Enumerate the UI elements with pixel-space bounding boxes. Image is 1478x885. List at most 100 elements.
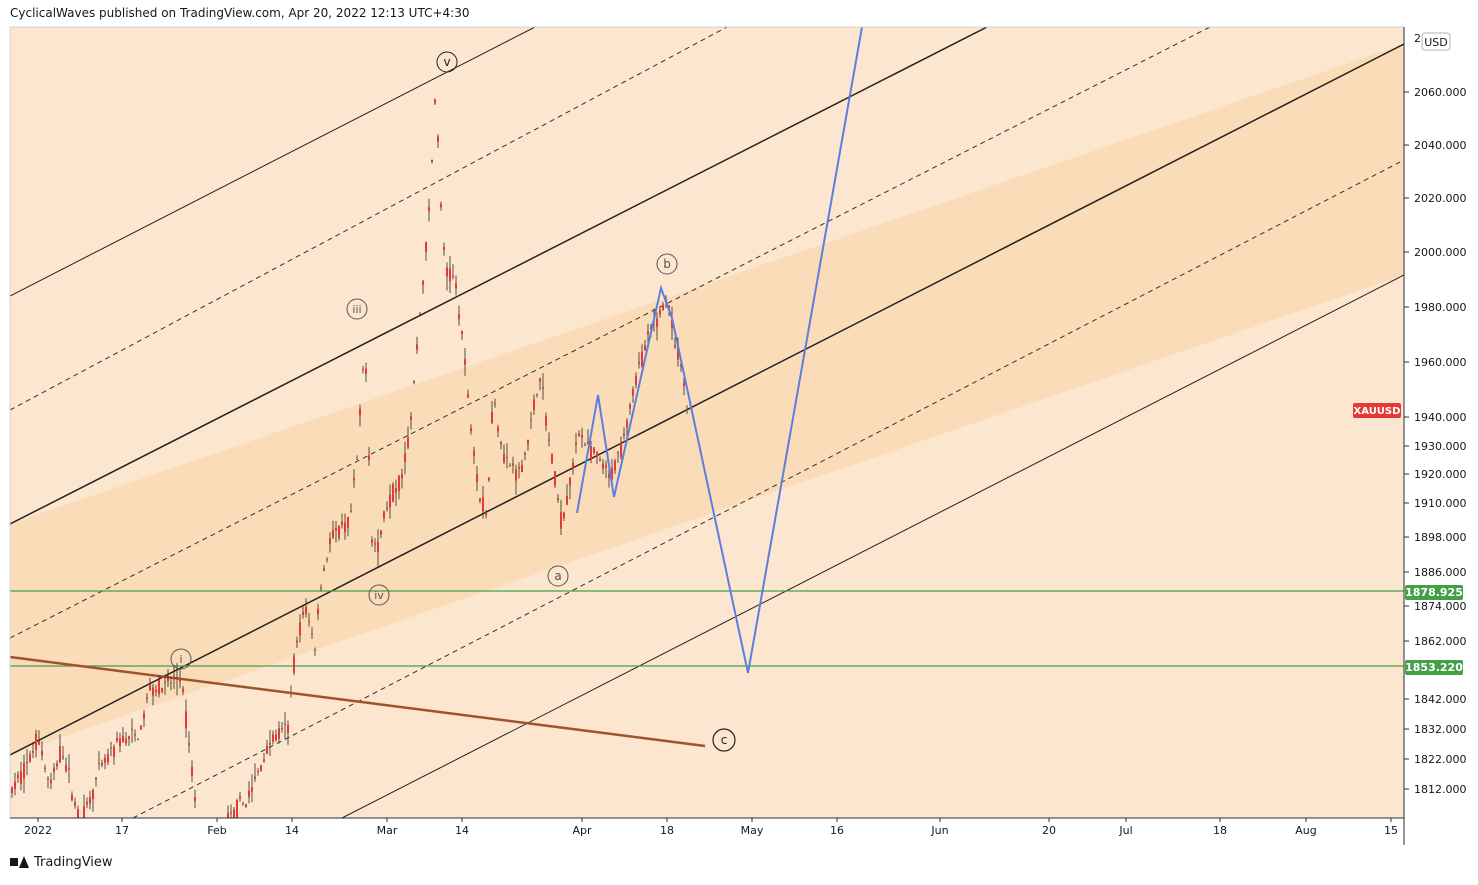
currency-badge[interactable]: USD [1421, 32, 1451, 51]
candle [584, 442, 586, 447]
y-tick-label: 1874.000 [1414, 600, 1467, 613]
candle [179, 669, 181, 689]
candle [248, 781, 250, 804]
candle [368, 446, 370, 466]
tradingview-logo-icon [10, 856, 30, 868]
candle [311, 627, 313, 639]
candle [674, 337, 676, 350]
candle [365, 362, 367, 382]
candle [140, 724, 142, 731]
projection-small-zigzag [576, 284, 673, 514]
x-axis[interactable]: 2022 17 Feb 14 Mar 14 Apr 18 May 16 Jun 20 Jul 18 Aug 1… [10, 817, 1404, 837]
candle [488, 477, 490, 482]
candle [53, 763, 55, 781]
x-tick-label: 17 [115, 824, 129, 837]
x-tick-label: 18 [660, 824, 674, 837]
candle [242, 801, 244, 806]
candle [479, 497, 481, 504]
channel-middle-line [10, 43, 1404, 756]
candle [131, 718, 133, 743]
candle [410, 412, 412, 430]
x-tick-label: Mar [377, 824, 398, 837]
candle [563, 511, 565, 521]
candle [47, 776, 49, 789]
candle [401, 468, 403, 489]
candle [455, 275, 457, 296]
price-label-XAUUSD: XAUUSD [1353, 403, 1401, 418]
candle [116, 731, 118, 744]
trend-line [10, 655, 706, 748]
candle [446, 262, 448, 291]
wave-label-v-text: v [443, 55, 450, 69]
candle [230, 804, 232, 818]
candle [392, 481, 394, 503]
candle [395, 479, 397, 507]
candle [26, 749, 28, 776]
candle [566, 484, 568, 506]
x-tick-label: Jun [930, 824, 948, 837]
candle [341, 513, 343, 529]
wave-label-b: b [656, 253, 678, 275]
candle [647, 323, 649, 344]
channel-dashed-line-3 [132, 159, 1404, 818]
candle [440, 201, 442, 211]
candle [569, 477, 571, 500]
candle [83, 794, 85, 818]
y-tick-label: 2000.000 [1414, 246, 1467, 259]
candle [98, 751, 100, 771]
candle [245, 803, 247, 809]
candle [167, 669, 169, 687]
candle [107, 748, 109, 766]
y-tick-label: 2060.000 [1414, 86, 1467, 99]
y-tick-label: 1920.000 [1414, 468, 1467, 481]
wave-label-b-text: b [663, 257, 671, 271]
candle [38, 730, 40, 746]
candle [356, 455, 358, 460]
candle [686, 405, 688, 415]
candle [272, 730, 274, 745]
candle [371, 536, 373, 547]
candle [14, 772, 16, 796]
projection-path [671, 27, 863, 674]
candle [119, 732, 121, 753]
candle [542, 373, 544, 400]
candle [128, 735, 130, 746]
y-tick-label: 1832.000 [1414, 723, 1467, 736]
candle [473, 446, 475, 464]
candle [29, 750, 31, 763]
wave-label-c: c [712, 728, 736, 752]
candle [359, 404, 361, 427]
candle [458, 305, 460, 326]
candle [638, 352, 640, 369]
candle [317, 603, 319, 621]
candle [524, 451, 526, 461]
candle [203, 820, 205, 850]
candle [536, 393, 538, 398]
candle [149, 677, 151, 692]
candle [305, 598, 307, 618]
candle [632, 386, 634, 403]
candle [287, 720, 289, 745]
candle [197, 819, 199, 826]
candle [587, 429, 589, 445]
wave-label-i-text: i [179, 653, 182, 666]
price-labels: XAUUSD 1878.925 1853.220 [1353, 403, 1463, 675]
candle [101, 759, 103, 768]
candle [464, 347, 466, 376]
x-tick-label: 14 [285, 824, 299, 837]
x-tick-label: 16 [830, 824, 844, 837]
candle [470, 424, 472, 435]
candle [65, 757, 67, 773]
price-label-1878.925: 1878.925 [1405, 585, 1463, 600]
y-axis[interactable]: 2060.000 2040.000 2020.000 2000.000 1980.000… [1403, 27, 1467, 845]
candle [635, 372, 637, 389]
candle [200, 830, 202, 840]
candle [164, 674, 166, 695]
candle [314, 647, 316, 656]
y-tick-label: 1930.000 [1414, 440, 1467, 453]
y-tick-label: 1842.000 [1414, 693, 1467, 706]
candle [59, 734, 61, 764]
candle [353, 469, 355, 489]
